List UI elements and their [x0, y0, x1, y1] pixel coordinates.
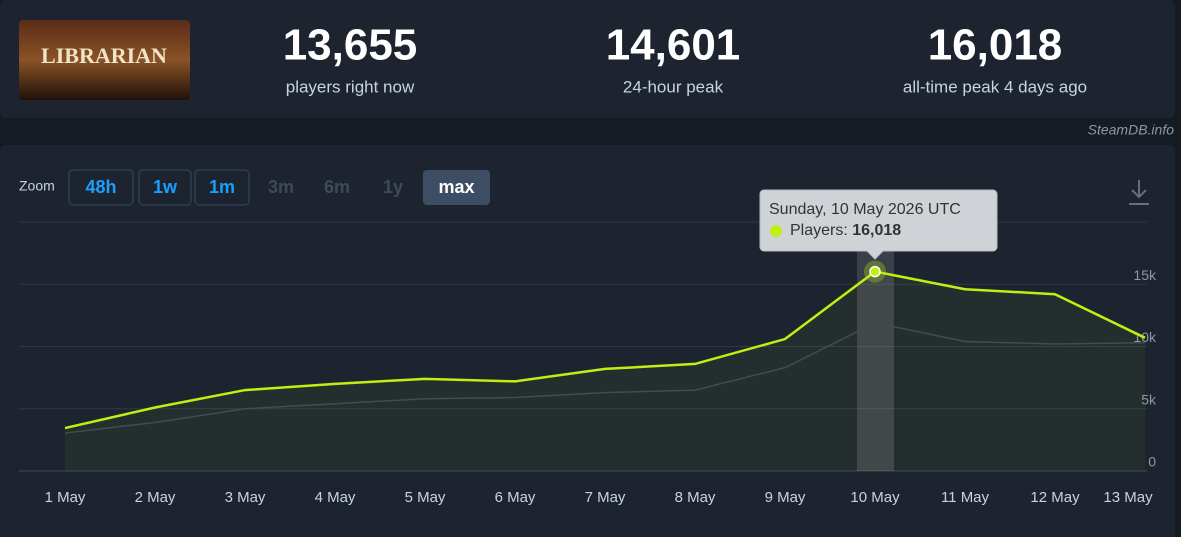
- zoom-button-label: 3m: [268, 177, 294, 197]
- zoom-button-label[interactable]: 1w: [153, 177, 178, 197]
- game-logo: [19, 20, 190, 100]
- y-tick-label: 5k: [1141, 391, 1157, 407]
- line: [64, 322, 1146, 434]
- x-tick-label: 1 May: [45, 489, 86, 506]
- stat-caption: players right now: [286, 77, 415, 96]
- point: [869, 265, 881, 278]
- x-tick-label: 3 May: [225, 489, 266, 506]
- y-tick-label: 15k: [1133, 267, 1157, 283]
- tooltip-swatch: [770, 225, 782, 237]
- stat-caption: 24-hour peak: [623, 77, 724, 96]
- zoom-button-label: 6m: [324, 177, 350, 197]
- tooltip-line: Players: 16,018: [790, 222, 901, 239]
- tooltip-series: Players:: [790, 222, 848, 239]
- hover-band: [857, 222, 894, 471]
- stat-value: 16,018: [928, 21, 1063, 70]
- x-tick-label: 7 May: [585, 489, 626, 506]
- x-tick-label: 9 May: [765, 489, 806, 506]
- zoom-button[interactable]: [194, 169, 250, 206]
- logo-text: LIBRARIAN: [41, 43, 167, 68]
- zoom-button-label: 1y: [383, 177, 403, 197]
- zoom-button-label[interactable]: max: [438, 177, 474, 197]
- stat-value: 14,601: [606, 21, 741, 70]
- x-tick-label: 2 May: [135, 489, 176, 506]
- area: [65, 271, 1145, 471]
- x-tick-label: 13 May: [1103, 489, 1153, 506]
- x-tick-label: 10 May: [850, 489, 900, 506]
- zoom-button[interactable]: [138, 169, 192, 206]
- download-icon[interactable]: [1129, 180, 1149, 205]
- x-tick-label: 5 May: [405, 489, 446, 506]
- line: [64, 270, 1146, 430]
- x-tick-label: 8 May: [675, 489, 716, 506]
- x-tick-label: 11 May: [941, 489, 990, 506]
- x-tick-label: 6 May: [495, 489, 536, 506]
- watermark: SteamDB.info: [1088, 122, 1175, 138]
- y-tick-label: 0: [1148, 454, 1156, 470]
- stat-caption: all-time peak 4 days ago: [903, 77, 1087, 96]
- stat-value: 13,655: [283, 21, 418, 70]
- zoom-button[interactable]: [423, 170, 490, 205]
- zoom-label: Zoom: [19, 178, 55, 194]
- x-tick-label: 4 May: [315, 489, 356, 506]
- zoom-button-label[interactable]: 1m: [209, 177, 235, 197]
- tooltip: [759, 189, 998, 260]
- stats-panel: [0, 0, 1175, 118]
- tooltip-value: 16,018: [852, 222, 901, 239]
- x-tick-label: 12 May: [1030, 489, 1080, 506]
- zoom-button[interactable]: [68, 169, 134, 206]
- tooltip-title: Sunday, 10 May 2026 UTC: [769, 201, 961, 218]
- zoom-button-label[interactable]: 48h: [85, 177, 116, 197]
